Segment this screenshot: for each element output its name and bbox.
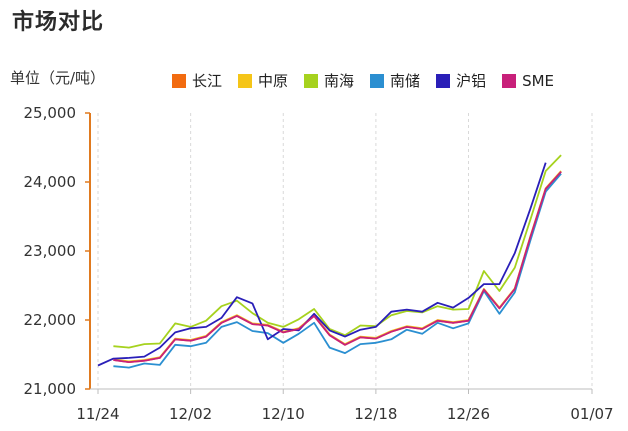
series-line-沪铝 [97,162,547,367]
legend-label: SME [522,71,555,90]
legend-item[interactable]: 沪铝 [436,70,486,91]
x-tick-label: 12/18 [354,405,397,423]
legend-swatch [238,73,253,88]
legend-label: 中原 [258,72,289,90]
y-tick-label: 25,000 [24,104,77,122]
legend-item[interactable]: 南海 [304,70,354,91]
page-title: 市场对比 [12,10,105,35]
legend-swatch [304,73,319,88]
legend-item[interactable]: 南储 [370,70,420,91]
legend-item[interactable]: SME [502,70,554,91]
legend-label: 长江 [192,72,223,90]
series-line-SME [113,171,562,363]
y-tick-label: 23,000 [24,242,77,260]
x-tick-label: 12/10 [262,405,305,423]
y-tick-label: 21,000 [24,380,77,398]
legend-swatch [436,73,451,88]
legend-label: 南储 [390,72,421,90]
legend-label: 南海 [324,72,355,90]
x-tick-label: 11/24 [76,405,119,423]
series-line-南储 [113,173,562,369]
x-tick-label: 01/07 [570,405,613,423]
y-tick-label: 24,000 [24,173,77,191]
legend-swatch [172,73,186,88]
y-axis-unit-label: 单位（元/吨） [10,69,106,87]
x-tick-label: 12/02 [169,405,212,423]
y-tick-label: 22,000 [24,311,77,329]
series-line-南海 [113,154,562,349]
legend-swatch [502,73,517,88]
legend-swatch [370,73,385,88]
x-tick-label: 12/26 [447,405,490,423]
legend-item[interactable]: 中原 [238,70,288,91]
legend-item[interactable]: 长江 [172,70,222,91]
legend-label: 沪铝 [456,72,487,90]
chart-legend: 长江 中原 南海 南储 沪铝 SME [172,70,554,91]
